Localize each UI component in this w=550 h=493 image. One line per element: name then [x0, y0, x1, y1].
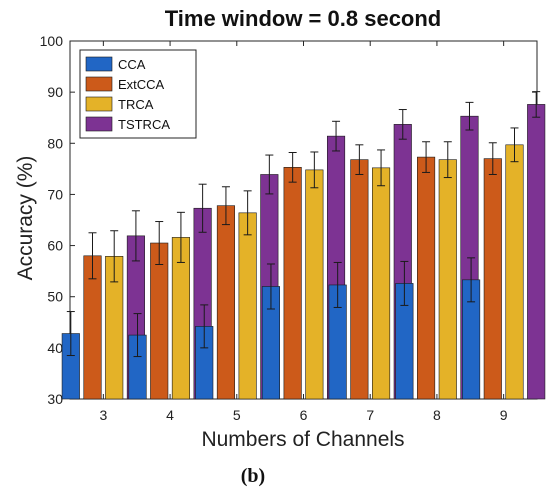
- bar: [216, 205, 235, 400]
- legend-label: CCA: [118, 57, 146, 72]
- legend-label: ExtCCA: [118, 77, 165, 92]
- bar: [238, 212, 257, 400]
- x-tick-label: 8: [433, 407, 441, 423]
- y-tick-label: 100: [40, 33, 64, 49]
- x-tick-label: 6: [300, 407, 308, 423]
- legend-swatch: [85, 96, 113, 112]
- x-tick-label: 9: [500, 407, 508, 423]
- x-tick-label: 3: [99, 407, 107, 423]
- y-tick-label: 80: [47, 135, 63, 151]
- x-tick-label: 4: [166, 407, 174, 423]
- y-tick-label: 90: [47, 84, 63, 100]
- y-axis-label: Accuracy (%): [14, 156, 37, 281]
- legend-label: TRCA: [118, 97, 154, 112]
- y-tick-label: 50: [47, 289, 63, 305]
- chart-title: Time window = 0.8 second: [165, 6, 442, 31]
- bar: [372, 167, 391, 400]
- bar: [350, 159, 369, 400]
- legend-label: TSTRCA: [118, 117, 170, 132]
- legend-swatch: [85, 116, 113, 132]
- bar: [417, 156, 436, 400]
- bar: [483, 158, 502, 400]
- y-tick-label: 40: [47, 340, 63, 356]
- legend-swatch: [85, 56, 113, 72]
- y-tick-label: 70: [47, 186, 63, 202]
- legend-swatch: [85, 76, 113, 92]
- y-tick-label: 30: [47, 391, 63, 407]
- bar: [527, 104, 546, 400]
- y-tick-label: 60: [47, 238, 63, 254]
- x-tick-label: 5: [233, 407, 241, 423]
- x-axis-label: Numbers of Channels: [201, 428, 404, 451]
- bar: [505, 144, 524, 400]
- bar: [438, 159, 457, 400]
- plot-area: 30 40 50 60 70 80 90 100 3 4 5 6 7 8 9 CCA ExtCCA TRCA TST…: [40, 33, 546, 423]
- x-tick-label: 7: [366, 407, 374, 423]
- subfigure-label: (b): [241, 465, 265, 487]
- bar: [305, 169, 324, 400]
- bar: [283, 167, 302, 400]
- bar: [150, 242, 169, 400]
- legend: CCA ExtCCA TRCA TSTRCA: [79, 49, 197, 139]
